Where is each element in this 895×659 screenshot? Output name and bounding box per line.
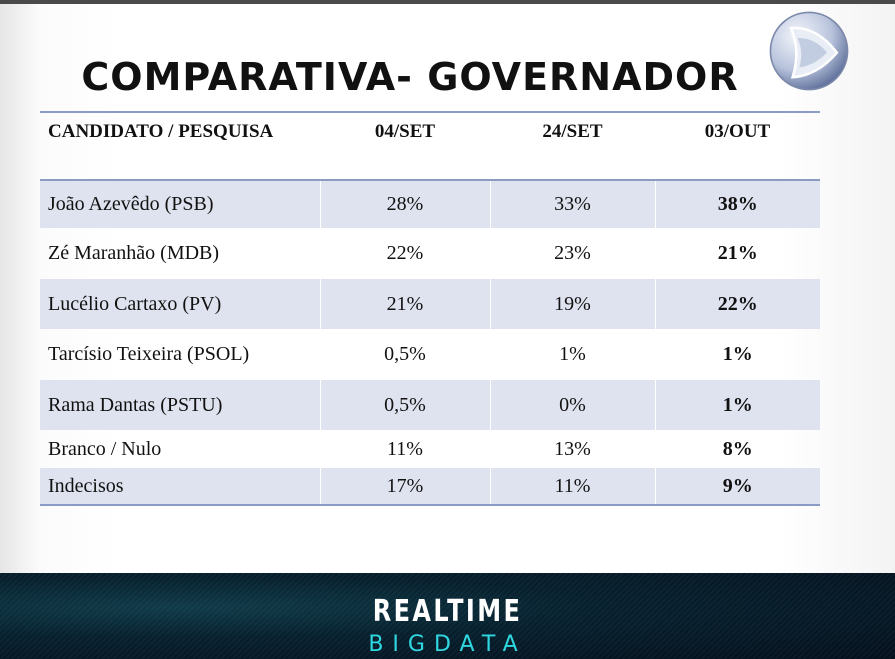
- candidate-name-cell: Branco / Nulo: [48, 437, 162, 460]
- column-header-candidate: CANDIDATO / PESQUISA: [40, 112, 320, 181]
- percentage-cell: 21%: [319, 279, 490, 329]
- record-tv-logo-icon: [769, 11, 849, 91]
- percentage-cell: 28%: [319, 180, 490, 228]
- percentage-cell: 1%: [654, 329, 820, 380]
- percentage-cell: 23%: [489, 228, 655, 279]
- percentage-cell: 21%: [654, 228, 820, 279]
- table-row: Rama Dantas (PSTU) 0,5% 0% 1%: [40, 380, 820, 430]
- percentage-cell: 1%: [654, 380, 820, 430]
- table-row: Indecisos 17% 11% 9%: [40, 468, 820, 505]
- percentage-cell: 11%: [319, 430, 490, 468]
- percentage-cell: 38%: [654, 180, 820, 228]
- percentage-cell: 11%: [489, 468, 655, 505]
- percentage-cell: 1%: [489, 329, 655, 380]
- table-row: Tarcísio Teixeira (PSOL) 0,5% 1% 1%: [40, 329, 820, 380]
- percentage-cell: 22%: [654, 279, 820, 329]
- brand-realtime: REALTIME: [372, 594, 523, 629]
- table-row: João Azevêdo (PSB) 28% 33% 38%: [40, 180, 820, 228]
- column-header-03out: 03/OUT: [655, 112, 820, 181]
- table-row: Lucélio Cartaxo (PV) 21% 19% 22%: [40, 279, 820, 329]
- percentage-cell: 8%: [654, 430, 820, 468]
- footer-banner: [0, 573, 895, 659]
- brand-bigdata: BIGDATA: [368, 632, 527, 657]
- percentage-cell: 19%: [489, 279, 655, 329]
- candidate-name-cell: Rama Dantas (PSTU): [40, 380, 320, 430]
- comparison-table: CANDIDATO / PESQUISA 04/SET 24/SET 03/OU…: [40, 111, 820, 506]
- table-header-row: CANDIDATO / PESQUISA 04/SET 24/SET 03/OU…: [40, 112, 820, 181]
- percentage-cell: 9%: [654, 468, 820, 505]
- candidate-name-cell: João Azevêdo (PSB): [40, 180, 320, 228]
- candidate-name-cell: Tarcísio Teixeira (PSOL): [48, 343, 250, 365]
- slide-title: COMPARATIVA- GOVERNADOR: [81, 55, 739, 99]
- column-header-24set: 24/SET: [490, 112, 655, 181]
- percentage-cell: 0,5%: [319, 329, 490, 380]
- percentage-cell: 22%: [319, 228, 490, 279]
- table-row: Zé Maranhão (MDB) 22% 23% 21%: [40, 228, 820, 279]
- candidate-name-cell: Lucélio Cartaxo (PV): [40, 279, 320, 329]
- percentage-cell: 0,5%: [319, 380, 490, 430]
- percentage-cell: 0%: [489, 380, 655, 430]
- window-top-bar: [0, 0, 895, 4]
- percentage-cell: 17%: [319, 468, 490, 505]
- percentage-cell: 33%: [489, 180, 655, 228]
- table-row: Branco / Nulo 11% 13% 8%: [40, 430, 820, 468]
- percentage-cell: 13%: [489, 430, 655, 468]
- candidate-name-cell: Zé Maranhão (MDB): [48, 242, 220, 264]
- column-header-04set: 04/SET: [320, 112, 490, 181]
- candidate-name-cell: Indecisos: [40, 468, 320, 505]
